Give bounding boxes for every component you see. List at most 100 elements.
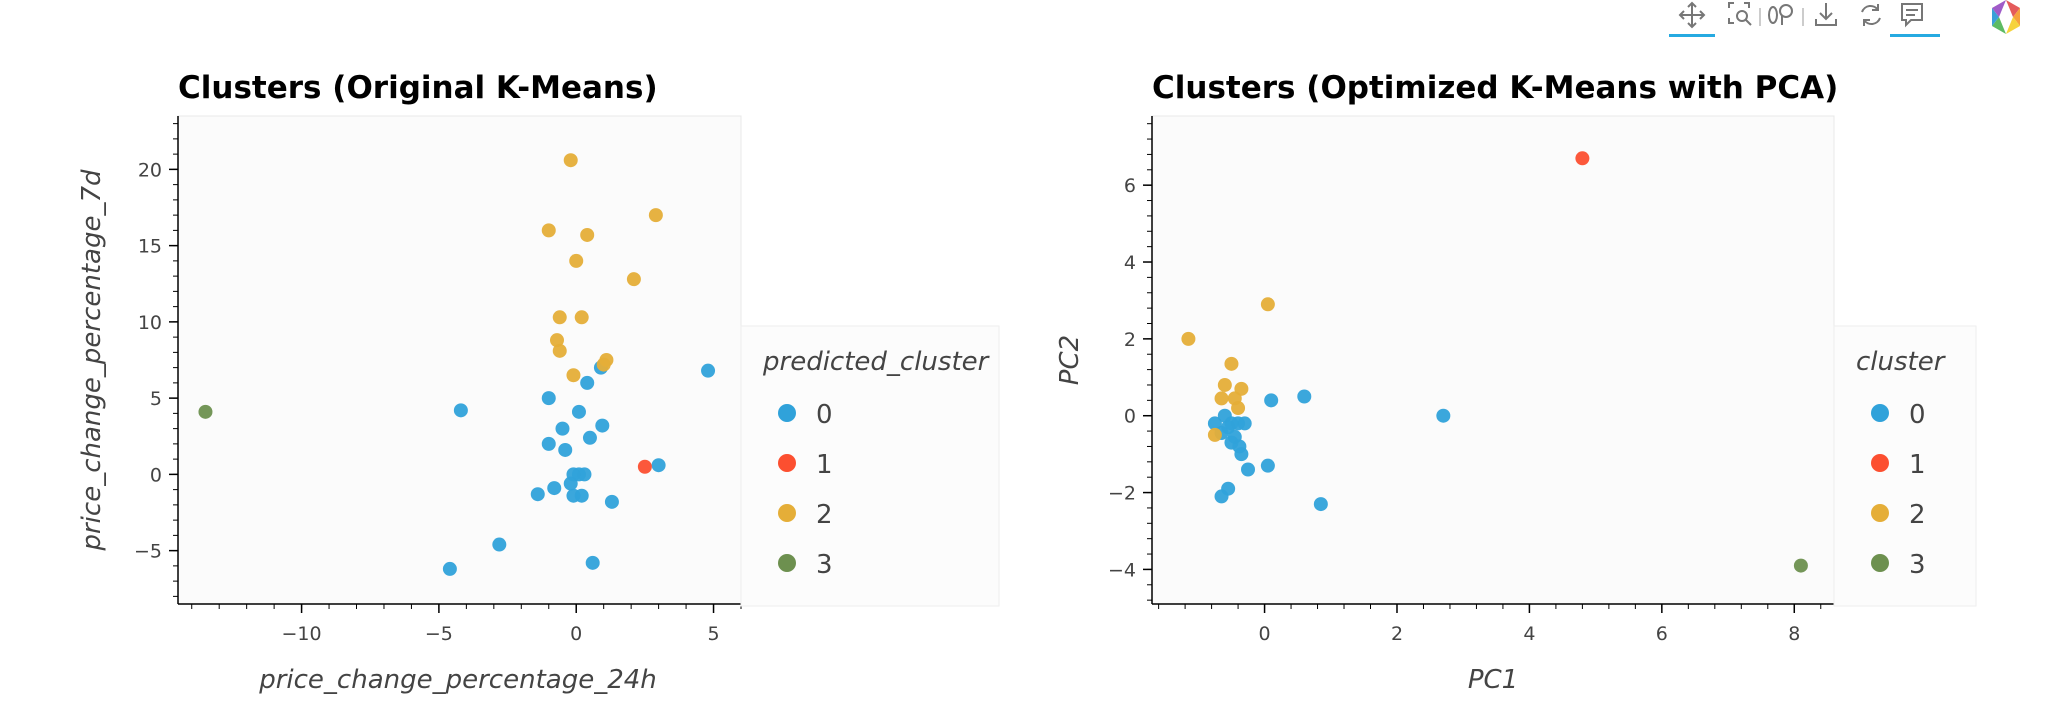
legend-title: predicted_cluster [762,347,991,377]
data-point-cluster-0[interactable] [571,404,586,419]
plot-area[interactable] [1151,115,1835,605]
legend-box [1833,325,1977,607]
data-point-cluster-1[interactable] [637,459,652,474]
wheel-zoom-icon[interactable] [1768,4,1793,25]
legend-label: 3 [816,550,833,580]
data-point-cluster-0[interactable] [453,403,468,418]
data-point-cluster-0[interactable] [1214,489,1229,504]
plot-toolbar [1577,0,2047,56]
data-points [198,153,716,576]
data-points [1181,151,1808,573]
hover-icon[interactable] [1890,3,1940,37]
legend: cluster 0 1 2 3 [1833,325,1977,607]
legend-items: 0 1 2 3 [778,400,833,580]
data-point-cluster-3[interactable] [1793,558,1808,573]
data-point-cluster-2[interactable] [552,343,567,358]
data-point-cluster-0[interactable] [585,555,600,570]
x-tick-label: 6 [1656,623,1668,645]
y-tick-label: −2 [1108,483,1136,505]
save-icon[interactable] [1815,3,1837,26]
data-point-cluster-2[interactable] [1217,377,1232,392]
data-point-cluster-0[interactable] [604,494,619,509]
scatter-plot-pca[interactable]: Clusters (Optimized K-Means with PCA) 0 2… [1055,70,1977,695]
data-point-cluster-0[interactable] [577,467,592,482]
data-point-cluster-2[interactable] [566,368,581,383]
legend-marker [1871,454,1889,472]
bokeh-logo-icon[interactable] [1992,0,2020,34]
data-point-cluster-0[interactable] [1237,416,1252,431]
data-point-cluster-2[interactable] [563,153,578,168]
x-tick-label: 4 [1523,623,1535,645]
x-tick-label: −10 [282,623,322,645]
data-point-cluster-0[interactable] [541,391,556,406]
data-point-cluster-2[interactable] [552,310,567,325]
data-point-cluster-0[interactable] [530,487,545,502]
data-point-cluster-0[interactable] [701,363,716,378]
data-point-cluster-3[interactable] [198,404,213,419]
data-point-cluster-2[interactable] [1224,356,1239,371]
data-point-cluster-0[interactable] [1436,408,1451,423]
y-tick-label: −5 [134,541,162,563]
data-point-cluster-2[interactable] [541,223,556,238]
x-tick-label: −5 [425,623,453,645]
data-point-cluster-2[interactable] [574,310,589,325]
plot-area[interactable] [177,115,742,605]
x-tick-label: 0 [570,623,582,645]
legend-marker [778,454,796,472]
y-axis-label: PC2 [1055,335,1085,385]
legend-marker [1871,504,1889,522]
y-tick-label: 5 [150,388,162,410]
reset-icon[interactable] [1861,4,1881,26]
data-point-cluster-0[interactable] [555,421,570,436]
data-point-cluster-0[interactable] [1297,389,1312,404]
chart-title: Clusters (Optimized K-Means with PCA) [1152,70,1838,106]
data-point-cluster-0[interactable] [1260,458,1275,473]
legend-marker [778,404,796,422]
data-point-cluster-2[interactable] [549,333,564,348]
y-tick-label: 10 [138,312,162,334]
data-point-cluster-0[interactable] [580,375,595,390]
data-point-cluster-2[interactable] [648,208,663,223]
legend-label: 0 [816,400,833,430]
y-tick-label: 6 [1124,175,1136,197]
data-point-cluster-2[interactable] [1260,297,1275,312]
scatter-plot-original[interactable]: Clusters (Original K-Means) −10 −5 0 5 −5 0 5 1… [77,70,1000,695]
y-tick-label: 0 [1124,406,1136,428]
legend: predicted_cluster 0 1 2 3 [740,325,1000,607]
data-point-cluster-0[interactable] [1264,393,1279,408]
data-point-cluster-2[interactable] [596,357,611,372]
legend-label: 0 [1909,400,1926,430]
legend-label: 2 [816,500,833,530]
data-point-cluster-1[interactable] [1575,151,1590,166]
legend-marker [1871,554,1889,572]
pan-icon[interactable] [1669,1,1715,37]
data-point-cluster-2[interactable] [1207,427,1222,442]
data-point-cluster-0[interactable] [595,418,610,433]
data-point-cluster-0[interactable] [1234,447,1249,462]
data-point-cluster-0[interactable] [582,430,597,445]
y-tick-label: −4 [1108,559,1136,581]
data-point-cluster-2[interactable] [1231,401,1246,416]
data-point-cluster-0[interactable] [1313,497,1328,512]
y-tick-label: 20 [138,159,162,181]
box-zoom-icon[interactable] [1728,2,1752,26]
data-point-cluster-0[interactable] [492,537,507,552]
data-point-cluster-2[interactable] [626,272,641,287]
legend-label: 2 [1909,500,1926,530]
data-point-cluster-2[interactable] [580,227,595,242]
data-point-cluster-0[interactable] [541,436,556,451]
data-point-cluster-0[interactable] [574,488,589,503]
data-point-cluster-0[interactable] [1241,462,1256,477]
y-axis-label: price_change_percentage_7d [77,169,107,552]
data-point-cluster-0[interactable] [558,442,573,457]
data-point-cluster-2[interactable] [569,253,584,268]
data-point-cluster-0[interactable] [442,561,457,576]
data-point-cluster-0[interactable] [547,481,562,496]
chart-title: Clusters (Original K-Means) [178,70,658,106]
legend-label: 1 [816,450,833,480]
data-point-cluster-2[interactable] [1214,391,1229,406]
data-point-cluster-2[interactable] [1181,331,1196,346]
data-point-cluster-0[interactable] [651,458,666,473]
x-tick-label: 2 [1391,623,1403,645]
